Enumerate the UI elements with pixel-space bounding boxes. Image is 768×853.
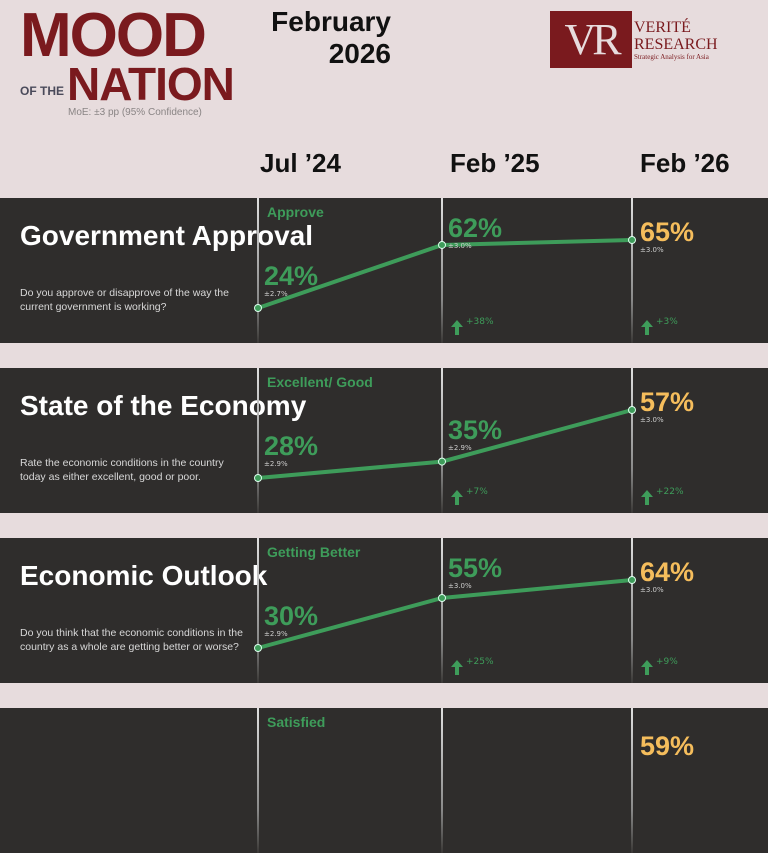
moe-label: ±3.0% <box>640 246 664 254</box>
value-label: 64% <box>640 557 695 587</box>
data-point <box>438 457 446 466</box>
column-divider <box>441 708 443 853</box>
change-indicator: +3% <box>641 317 678 335</box>
data-point <box>254 474 262 482</box>
column-divider <box>631 538 633 683</box>
change-value: +22% <box>656 487 684 497</box>
value-label: 62% <box>448 213 503 243</box>
moe-label: ±2.9% <box>264 460 288 468</box>
change-indicator: +9% <box>641 657 678 675</box>
arrow-up-icon <box>641 320 653 335</box>
brand-tagline: Strategic Analysis for Asia <box>634 52 709 61</box>
column-divider <box>631 198 633 343</box>
arrow-up-icon <box>641 660 653 675</box>
data-point <box>628 576 636 584</box>
margin-of-error-note: MoE: ±3 pp (95% Confidence) <box>68 107 202 118</box>
data-point <box>628 236 636 244</box>
verite-research-logo: VR VERITÉ RESEARCH Strategic Analysis for … <box>550 11 718 68</box>
value-label: 65% <box>640 217 695 247</box>
value-label: 24% <box>264 261 319 291</box>
series-label: Satisfied <box>267 714 326 730</box>
change-indicator: +7% <box>451 487 488 505</box>
panel-question: Do you approve or disapprove of the way … <box>20 287 229 313</box>
edition-date: February 2026 <box>255 6 391 70</box>
brand-line1: VERITÉ <box>634 18 691 36</box>
series-label: Getting Better <box>267 544 361 560</box>
arrow-up-icon <box>451 320 463 335</box>
series-label: Excellent/ Good <box>267 374 373 390</box>
change-indicator: +38% <box>451 317 494 335</box>
panel-question: Do you think that the economic condition… <box>20 627 243 653</box>
panel-question: Rate the economic conditions in the coun… <box>20 457 224 483</box>
mood-of-the-nation-logo: MOOD OF THE NATION <box>20 1 235 110</box>
column-divider <box>441 538 443 683</box>
data-point <box>438 240 446 249</box>
column-divider <box>257 198 259 343</box>
arrow-up-icon <box>451 490 463 505</box>
column-divider <box>631 368 633 513</box>
moe-label: ±3.0% <box>640 416 664 424</box>
change-indicator: +22% <box>641 487 684 505</box>
column-header-feb26: Feb ’26 <box>640 148 730 178</box>
change-value: +25% <box>466 657 494 667</box>
panel-title: Government Approval <box>20 220 314 251</box>
column-divider <box>257 368 259 513</box>
arrow-up-icon <box>641 490 653 505</box>
panel-chart-0: Government Approval Do you approve or dis… <box>0 198 768 343</box>
column-divider <box>441 198 443 343</box>
data-point <box>254 304 262 312</box>
change-value: +9% <box>656 657 678 667</box>
series-label: Approve <box>267 204 324 220</box>
panel-chart-2: Economic Outlook Do you think that the ec… <box>0 538 768 683</box>
value-label: 59% <box>640 731 695 761</box>
arrow-up-icon <box>451 660 463 675</box>
column-header-jul24: Jul ’24 <box>260 148 341 178</box>
moe-label: ±2.7% <box>264 290 288 298</box>
data-point <box>628 406 636 414</box>
value-label: 55% <box>448 553 503 583</box>
column-divider <box>441 368 443 513</box>
panel-chart-1: State of the Economy Rate the economic co… <box>0 368 768 513</box>
moe-label: ±2.9% <box>264 630 288 638</box>
moe-label: ±3.0% <box>640 586 664 594</box>
vr-monogram: VR <box>550 11 632 68</box>
logo-mood: MOOD <box>20 1 207 70</box>
column-divider <box>631 708 633 853</box>
brand-line2: RESEARCH <box>634 35 718 53</box>
logo-nation: NATION <box>67 58 235 110</box>
column-divider <box>257 708 259 853</box>
value-label: 57% <box>640 387 695 417</box>
moe-label: ±3.0% <box>448 582 472 590</box>
change-value: +7% <box>466 487 488 497</box>
edition-year: 2026 <box>328 38 391 69</box>
trend-line-chart <box>254 236 636 312</box>
change-value: +38% <box>466 317 494 327</box>
value-label: 35% <box>448 414 503 445</box>
moe-label: ±2.9% <box>448 443 472 452</box>
panel-chart-3: Satisfied 59% <box>0 708 768 853</box>
value-label: 30% <box>264 601 319 631</box>
column-header-feb25: Feb ’25 <box>450 148 540 178</box>
trend-line-chart <box>254 576 636 652</box>
logo-of-the: OF THE <box>20 84 64 98</box>
data-point <box>254 644 262 652</box>
change-indicator: +25% <box>451 657 494 675</box>
moe-label: ±3.0% <box>448 242 472 250</box>
data-point <box>438 594 446 602</box>
panel-title: Economic Outlook <box>20 560 268 591</box>
change-value: +3% <box>656 317 678 327</box>
column-divider <box>257 538 259 683</box>
edition-month: February <box>271 6 391 37</box>
value-label: 28% <box>264 431 319 461</box>
trend-line-chart <box>254 406 636 482</box>
